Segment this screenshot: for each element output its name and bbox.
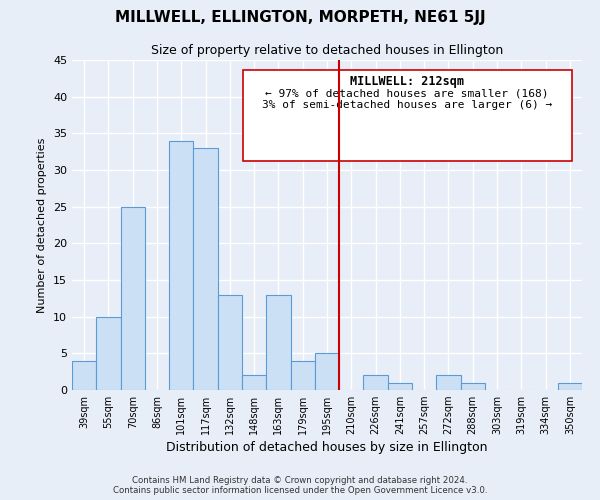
Bar [169, 140, 193, 390]
Bar [388, 382, 412, 390]
Bar [218, 294, 242, 390]
Text: MILLWELL: 212sqm: MILLWELL: 212sqm [350, 75, 464, 88]
Text: Contains HM Land Registry data © Crown copyright and database right 2024.
Contai: Contains HM Land Registry data © Crown c… [113, 476, 487, 495]
Text: 3% of semi-detached houses are larger (6) →: 3% of semi-detached houses are larger (6… [262, 100, 552, 110]
Bar [558, 382, 582, 390]
Y-axis label: Number of detached properties: Number of detached properties [37, 138, 47, 312]
Text: MILLWELL, ELLINGTON, MORPETH, NE61 5JJ: MILLWELL, ELLINGTON, MORPETH, NE61 5JJ [115, 10, 485, 25]
X-axis label: Distribution of detached houses by size in Ellington: Distribution of detached houses by size … [166, 442, 488, 454]
Bar [436, 376, 461, 390]
Bar [461, 382, 485, 390]
Bar [242, 376, 266, 390]
Bar [72, 360, 96, 390]
Bar [121, 206, 145, 390]
Bar [266, 294, 290, 390]
Text: ← 97% of detached houses are smaller (168): ← 97% of detached houses are smaller (16… [265, 88, 549, 98]
Bar [364, 376, 388, 390]
Title: Size of property relative to detached houses in Ellington: Size of property relative to detached ho… [151, 44, 503, 58]
Bar [290, 360, 315, 390]
FancyBboxPatch shape [243, 70, 572, 160]
Bar [315, 354, 339, 390]
Bar [193, 148, 218, 390]
Bar [96, 316, 121, 390]
